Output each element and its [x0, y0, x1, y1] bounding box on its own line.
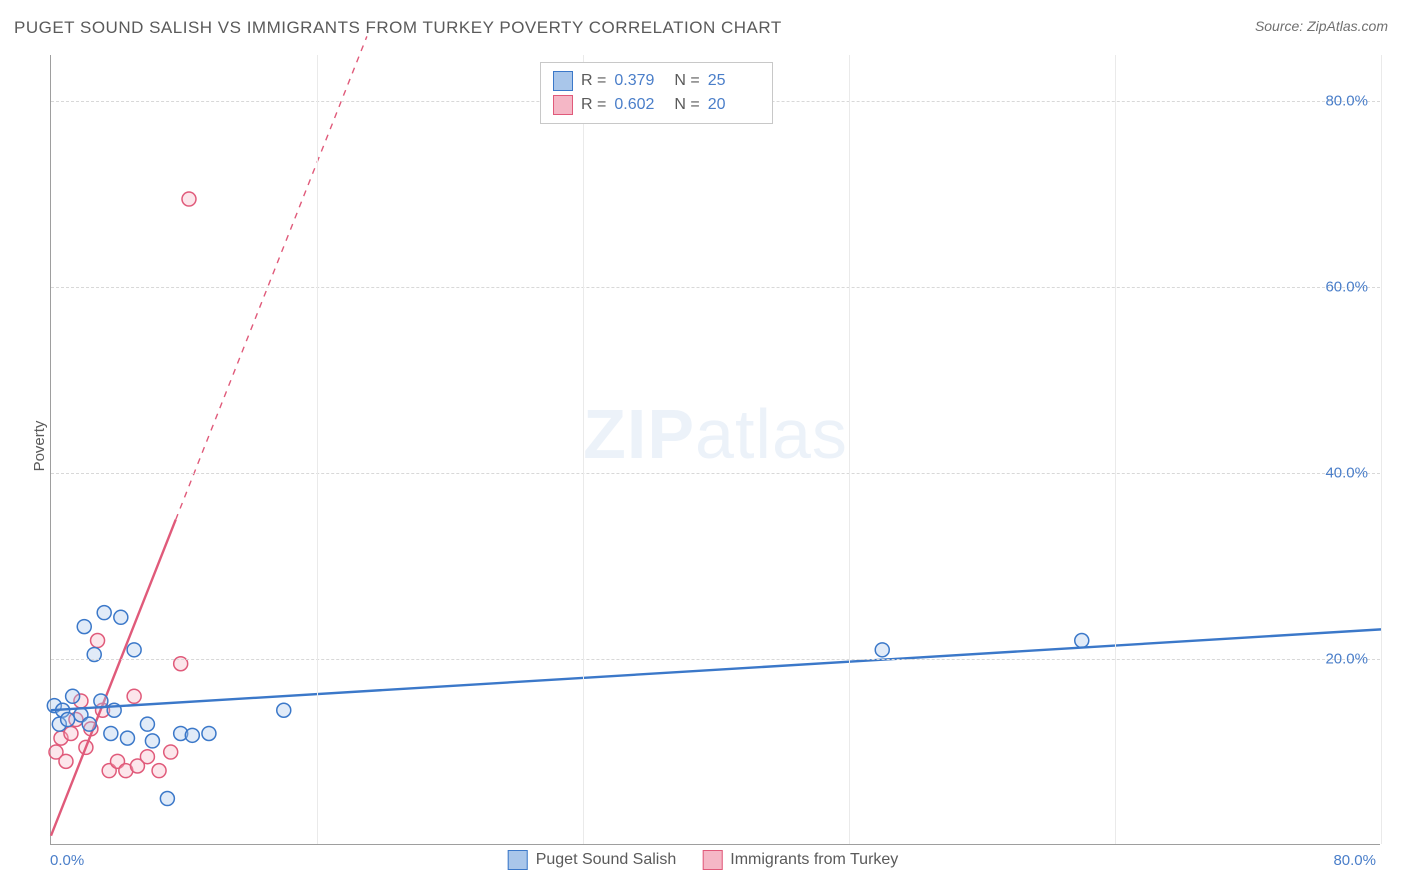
- stats-legend-box: R = 0.379 N = 25 R = 0.602 N = 20: [540, 62, 773, 124]
- swatch-blue: [508, 850, 528, 870]
- gridline-v: [1381, 55, 1382, 844]
- n-value-pink: 20: [708, 96, 760, 114]
- x-tick-origin: 0.0%: [50, 852, 84, 869]
- gridline-h: [51, 473, 1380, 474]
- y-tick-label: 80.0%: [1325, 93, 1368, 110]
- x-tick-end: 80.0%: [1333, 852, 1376, 869]
- data-point: [64, 726, 78, 740]
- stats-row-blue: R = 0.379 N = 25: [553, 69, 760, 93]
- gridline-v: [317, 55, 318, 844]
- data-point: [140, 750, 154, 764]
- r-value-blue: 0.379: [614, 72, 666, 90]
- swatch-blue: [553, 71, 573, 91]
- data-point: [77, 620, 91, 634]
- data-point: [160, 792, 174, 806]
- gridline-v: [849, 55, 850, 844]
- gridline-h: [51, 659, 1380, 660]
- gridline-v: [1115, 55, 1116, 844]
- n-value-blue: 25: [708, 72, 760, 90]
- trend-line: [51, 629, 1381, 710]
- data-point: [182, 192, 196, 206]
- data-point: [104, 726, 118, 740]
- gridline-v: [583, 55, 584, 844]
- swatch-pink: [553, 95, 573, 115]
- plot-svg: [51, 55, 1380, 844]
- data-point: [152, 764, 166, 778]
- trend-line: [176, 36, 367, 519]
- plot-area: ZIPatlas 20.0%40.0%60.0%80.0%: [50, 55, 1380, 845]
- stats-row-pink: R = 0.602 N = 20: [553, 93, 760, 117]
- data-point: [127, 643, 141, 657]
- r-value-pink: 0.602: [614, 96, 666, 114]
- r-label: R =: [581, 72, 606, 90]
- data-point: [59, 754, 73, 768]
- y-axis-label: Poverty: [31, 421, 48, 472]
- data-point: [145, 734, 159, 748]
- data-point: [66, 689, 80, 703]
- legend-label-pink: Immigrants from Turkey: [730, 851, 898, 869]
- legend-label-blue: Puget Sound Salish: [536, 851, 677, 869]
- n-label: N =: [674, 72, 699, 90]
- swatch-pink: [702, 850, 722, 870]
- n-label: N =: [674, 96, 699, 114]
- data-point: [277, 703, 291, 717]
- data-point: [114, 610, 128, 624]
- data-point: [202, 726, 216, 740]
- data-point: [185, 728, 199, 742]
- data-point: [97, 606, 111, 620]
- data-point: [1075, 634, 1089, 648]
- y-tick-label: 60.0%: [1325, 279, 1368, 296]
- y-tick-label: 20.0%: [1325, 651, 1368, 668]
- series-legend: Puget Sound Salish Immigrants from Turke…: [508, 850, 899, 870]
- legend-item-blue: Puget Sound Salish: [508, 850, 677, 870]
- data-point: [875, 643, 889, 657]
- legend-item-pink: Immigrants from Turkey: [702, 850, 898, 870]
- y-tick-label: 40.0%: [1325, 465, 1368, 482]
- data-point: [61, 713, 75, 727]
- data-point: [91, 634, 105, 648]
- chart-title: PUGET SOUND SALISH VS IMMIGRANTS FROM TU…: [14, 18, 782, 38]
- trend-line: [51, 520, 176, 836]
- source-attribution: Source: ZipAtlas.com: [1255, 18, 1388, 34]
- data-point: [164, 745, 178, 759]
- r-label: R =: [581, 96, 606, 114]
- data-point: [127, 689, 141, 703]
- data-point: [120, 731, 134, 745]
- data-point: [82, 717, 96, 731]
- gridline-h: [51, 287, 1380, 288]
- data-point: [140, 717, 154, 731]
